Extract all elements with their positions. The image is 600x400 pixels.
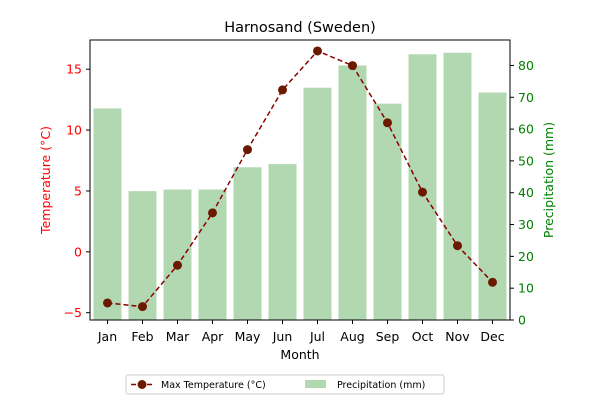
y-right-tick-label: 60 (518, 122, 534, 137)
y-left-tick-label: 0 (74, 244, 82, 259)
legend-precipitation-swatch (305, 380, 326, 388)
temperature-point-oct (418, 187, 427, 197)
temperature-point-jun (278, 85, 287, 95)
temperature-point-jan (103, 298, 112, 308)
temperature-point-sep (383, 118, 392, 128)
x-tick-label: Jan (97, 329, 117, 344)
x-tick-label: Aug (340, 329, 364, 344)
chart-title: Harnosand (Sweden) (224, 20, 376, 36)
legend-temperature-marker (137, 380, 147, 389)
plot-frame (89, 39, 511, 321)
precipitation-bar-sep (373, 103, 402, 321)
x-axis: Jan Feb Mar Apr May Jun Jul Aug Sep Oct Nov Dec (97, 320, 505, 344)
temperature-line (107, 50, 494, 308)
x-axis-label: Month (280, 347, 319, 362)
x-tick-label: Feb (131, 329, 153, 344)
legend-precipitation-label: Precipitation (mm) (337, 380, 425, 391)
legend: Max Temperature (°C) Precipitation (mm) (125, 374, 445, 395)
x-tick-label: Jun (272, 329, 293, 344)
y-right-tick-label: 0 (518, 313, 526, 328)
temperature-point-jul (313, 46, 322, 56)
y-right-tick-label: 30 (518, 217, 534, 232)
temperature-point-apr (208, 208, 217, 218)
precipitation-bar-aug (338, 65, 367, 320)
x-tick-label: Apr (202, 329, 224, 344)
precipitation-bar-jun (268, 164, 297, 320)
y-right-tick-label: 20 (518, 249, 534, 264)
temperature-point-may (243, 145, 252, 155)
y-left-tick-label: −5 (64, 305, 82, 320)
y-axis-right: 0 10 20 30 40 50 60 70 80 (510, 58, 534, 328)
x-tick-label: Jul (309, 329, 325, 344)
precipitation-bar-oct (408, 54, 437, 321)
y-right-tick-label: 80 (518, 58, 534, 73)
y-axis-right-label: Precipitation (mm) (541, 122, 556, 238)
x-tick-label: Nov (445, 329, 470, 344)
legend-temperature-label: Max Temperature (°C) (161, 380, 266, 391)
y-left-tick-label: 5 (74, 183, 82, 198)
precipitation-bar-jan (93, 108, 122, 320)
precipitation-bar-mar (163, 189, 192, 320)
y-right-tick-label: 70 (518, 90, 534, 105)
temperature-series (103, 46, 497, 312)
y-right-tick-label: 40 (518, 185, 534, 200)
x-tick-label: May (235, 329, 261, 344)
legend-box (125, 374, 445, 395)
y-axis-left-label: Temperature (°C) (38, 126, 53, 235)
precipitation-bar-feb (128, 191, 157, 320)
temperature-point-nov (453, 241, 462, 251)
precipitation-bar-nov (443, 52, 472, 321)
precipitation-bar-may (233, 167, 262, 320)
x-tick-label: Sep (376, 329, 400, 344)
y-right-tick-label: 50 (518, 153, 534, 168)
temperature-point-mar (173, 260, 182, 270)
x-tick-label: Mar (166, 329, 190, 344)
y-axis-left: −5 0 5 10 15 (64, 62, 90, 320)
precipitation-bars (93, 52, 507, 321)
x-tick-label: Dec (480, 329, 504, 344)
precipitation-bar-jul (303, 87, 332, 321)
y-left-tick-label: 10 (66, 123, 82, 138)
temperature-point-dec (488, 277, 497, 287)
y-right-tick-label: 10 (518, 281, 534, 296)
x-tick-label: Oct (412, 329, 434, 344)
temperature-point-feb (138, 302, 147, 312)
y-left-tick-label: 15 (66, 62, 82, 77)
temperature-point-aug (348, 61, 357, 71)
